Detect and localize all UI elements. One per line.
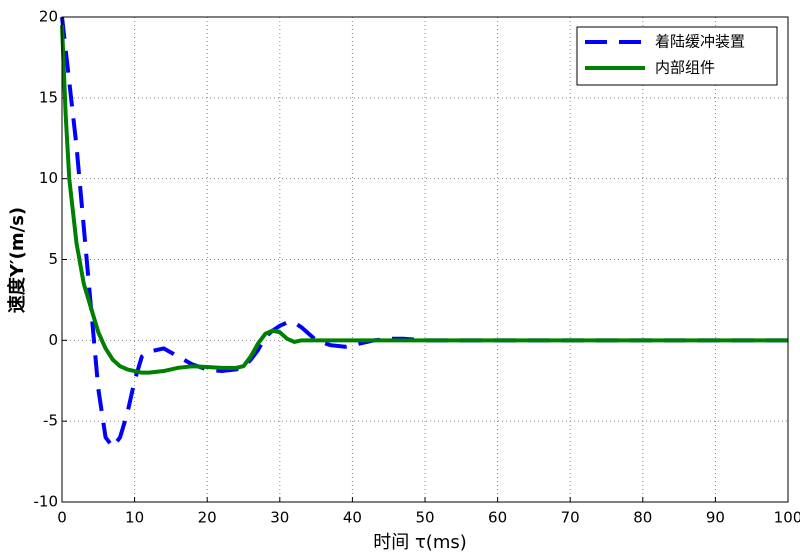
x-tick-label: 60 — [488, 509, 507, 527]
x-axis-title: 时间 τ(ms) — [373, 532, 467, 553]
y-tick-label: 15 — [39, 88, 58, 106]
x-tick-label: 50 — [415, 509, 434, 527]
x-tick-label: 10 — [125, 509, 144, 527]
plot-frame — [61, 16, 789, 503]
legend-box — [576, 26, 778, 86]
x-tick-label: 100 — [774, 509, 800, 527]
x-tick-label: 80 — [633, 509, 652, 527]
legend-label: 内部组件 — [655, 59, 715, 77]
y-tick-label: 5 — [48, 250, 58, 268]
y-axis-title: 速度Y′(m/s) — [6, 207, 28, 313]
series-line — [60, 25, 788, 375]
x-tick-label: 30 — [270, 509, 289, 527]
y-tick-label: -5 — [43, 412, 58, 430]
series-line — [60, 16, 788, 450]
x-tick-label: 70 — [561, 509, 580, 527]
legend-label: 着陆缓冲装置 — [655, 33, 745, 51]
y-tick-label: 10 — [39, 169, 58, 187]
x-tick-label: 90 — [706, 509, 725, 527]
x-tick-label: 20 — [198, 509, 217, 527]
y-tick-label: 20 — [39, 8, 58, 26]
x-tick-label: 0 — [57, 509, 67, 527]
y-tick-label: 0 — [48, 331, 58, 349]
x-tick-label: 40 — [343, 509, 362, 527]
y-tick-label: -10 — [34, 493, 59, 511]
